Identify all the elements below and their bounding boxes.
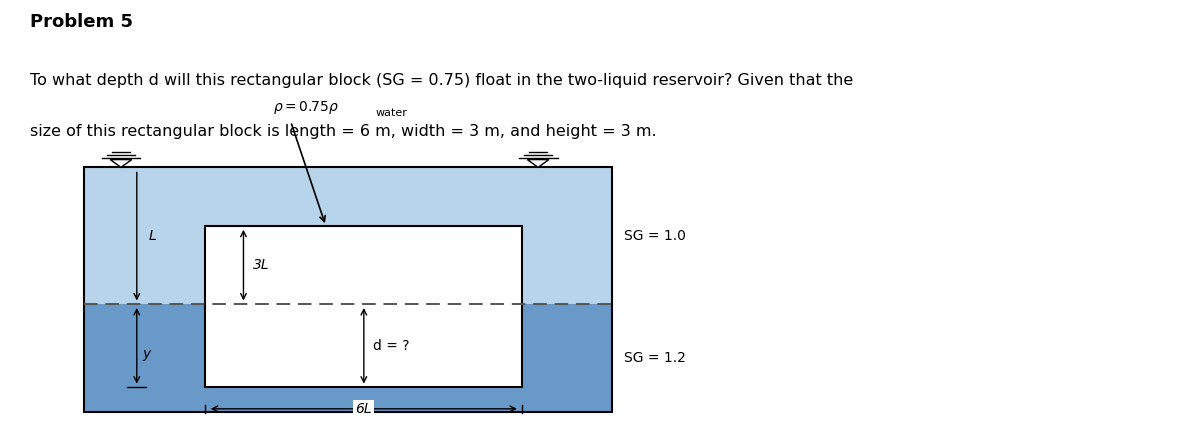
Text: L: L <box>149 229 156 243</box>
Polygon shape <box>110 160 132 167</box>
Text: To what depth d will this rectangular block (SG = 0.75) float in the two-liquid : To what depth d will this rectangular bl… <box>30 73 853 88</box>
Text: y: y <box>143 347 151 361</box>
Text: d = ?: d = ? <box>373 339 410 353</box>
Bar <box>205 226 522 387</box>
Text: size of this rectangular block is length = 6 m, width = 3 m, and height = 3 m.: size of this rectangular block is length… <box>30 124 656 139</box>
Text: SG = 1.0: SG = 1.0 <box>624 229 686 243</box>
Text: SG = 1.2: SG = 1.2 <box>624 351 686 365</box>
Text: Problem 5: Problem 5 <box>30 13 133 31</box>
Text: 3L: 3L <box>253 258 270 272</box>
Text: 6L: 6L <box>355 402 372 416</box>
Text: water: water <box>376 108 408 118</box>
Text: $\rho = 0.75\rho$: $\rho = 0.75\rho$ <box>272 99 338 116</box>
Bar <box>84 167 612 412</box>
Bar <box>84 167 612 412</box>
Polygon shape <box>527 160 548 167</box>
Bar <box>84 167 612 304</box>
